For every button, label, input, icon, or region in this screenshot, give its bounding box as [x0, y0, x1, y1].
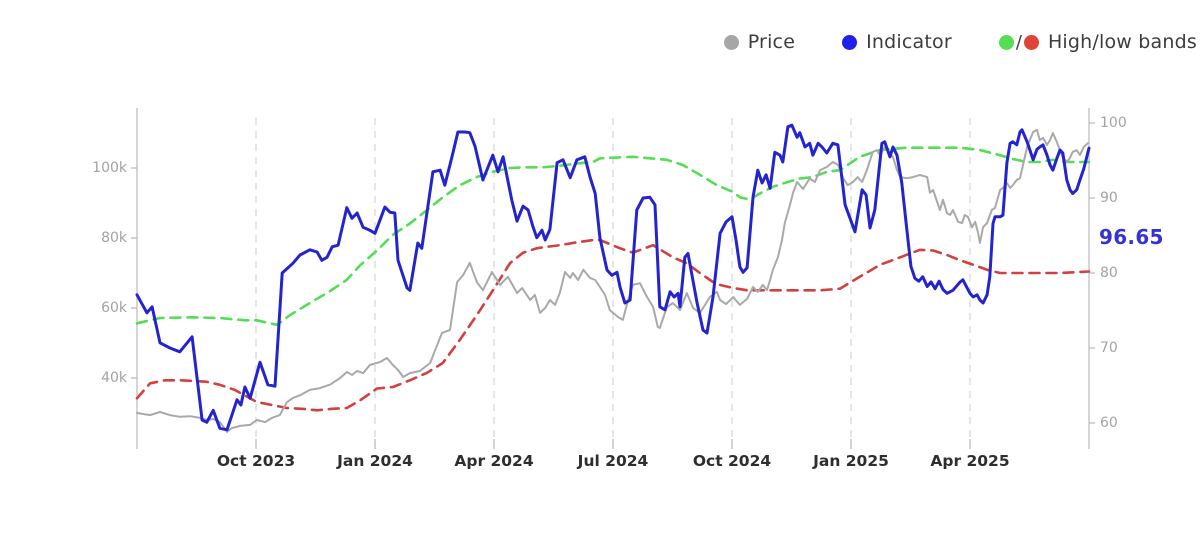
legend-item-indicator[interactable]: Indicator: [842, 31, 952, 53]
series-line-price: [136, 128, 1089, 433]
legend-dots-indicator: [842, 34, 858, 50]
series-line-indicator: [135, 123, 1091, 432]
legend-item-bands[interactable]: / High/low bands: [998, 31, 1197, 53]
legend-dots-price: [723, 34, 739, 50]
legend-bands-dot-icon: [998, 34, 1014, 50]
right-axis-tick-label: 100: [1100, 115, 1127, 131]
legend-bands-dot-icon: [1023, 34, 1039, 50]
left-axis-tick-label: 40k: [101, 370, 127, 386]
x-axis-tick-label: Jul 2024: [577, 452, 649, 470]
legend-dot-separator: /: [1015, 31, 1022, 53]
right-axis-tick-label: 60: [1100, 415, 1118, 431]
left-axis-tick-label: 60k: [101, 300, 127, 316]
right-axis-tick-label: 90: [1100, 190, 1118, 206]
x-axis-tick-label: Oct 2024: [692, 452, 772, 470]
right-axis-tick-label: 80: [1100, 265, 1118, 281]
legend-indicator-dot-icon: [842, 34, 858, 50]
legend-item-price[interactable]: Price: [723, 31, 796, 53]
series-line-high-band: [135, 146, 1091, 327]
left-axis-tick-label: 80k: [101, 230, 127, 246]
left-axis-tick-label: 100k: [92, 160, 127, 176]
series-line-low-band: [135, 238, 1091, 412]
x-axis-tick-label: Jan 2025: [813, 452, 889, 470]
x-axis-tick-label: Apr 2024: [454, 452, 534, 470]
legend-label: Price: [747, 31, 796, 53]
chart-legend: Price Indicator / High/low bands: [723, 31, 1197, 53]
x-axis-tick-label: Apr 2025: [930, 452, 1010, 470]
legend-dots-bands: /: [998, 31, 1039, 53]
x-axis-tick-label: Jan 2024: [337, 452, 413, 470]
legend-price-dot-icon: [723, 34, 739, 50]
legend-label: Indicator: [866, 31, 952, 53]
indicator-current-value-label: 96.65: [1099, 225, 1164, 249]
x-axis-tick-label: Oct 2023: [216, 452, 296, 470]
right-axis-tick-label: 70: [1100, 340, 1118, 356]
legend-label: High/low bands: [1047, 31, 1197, 53]
